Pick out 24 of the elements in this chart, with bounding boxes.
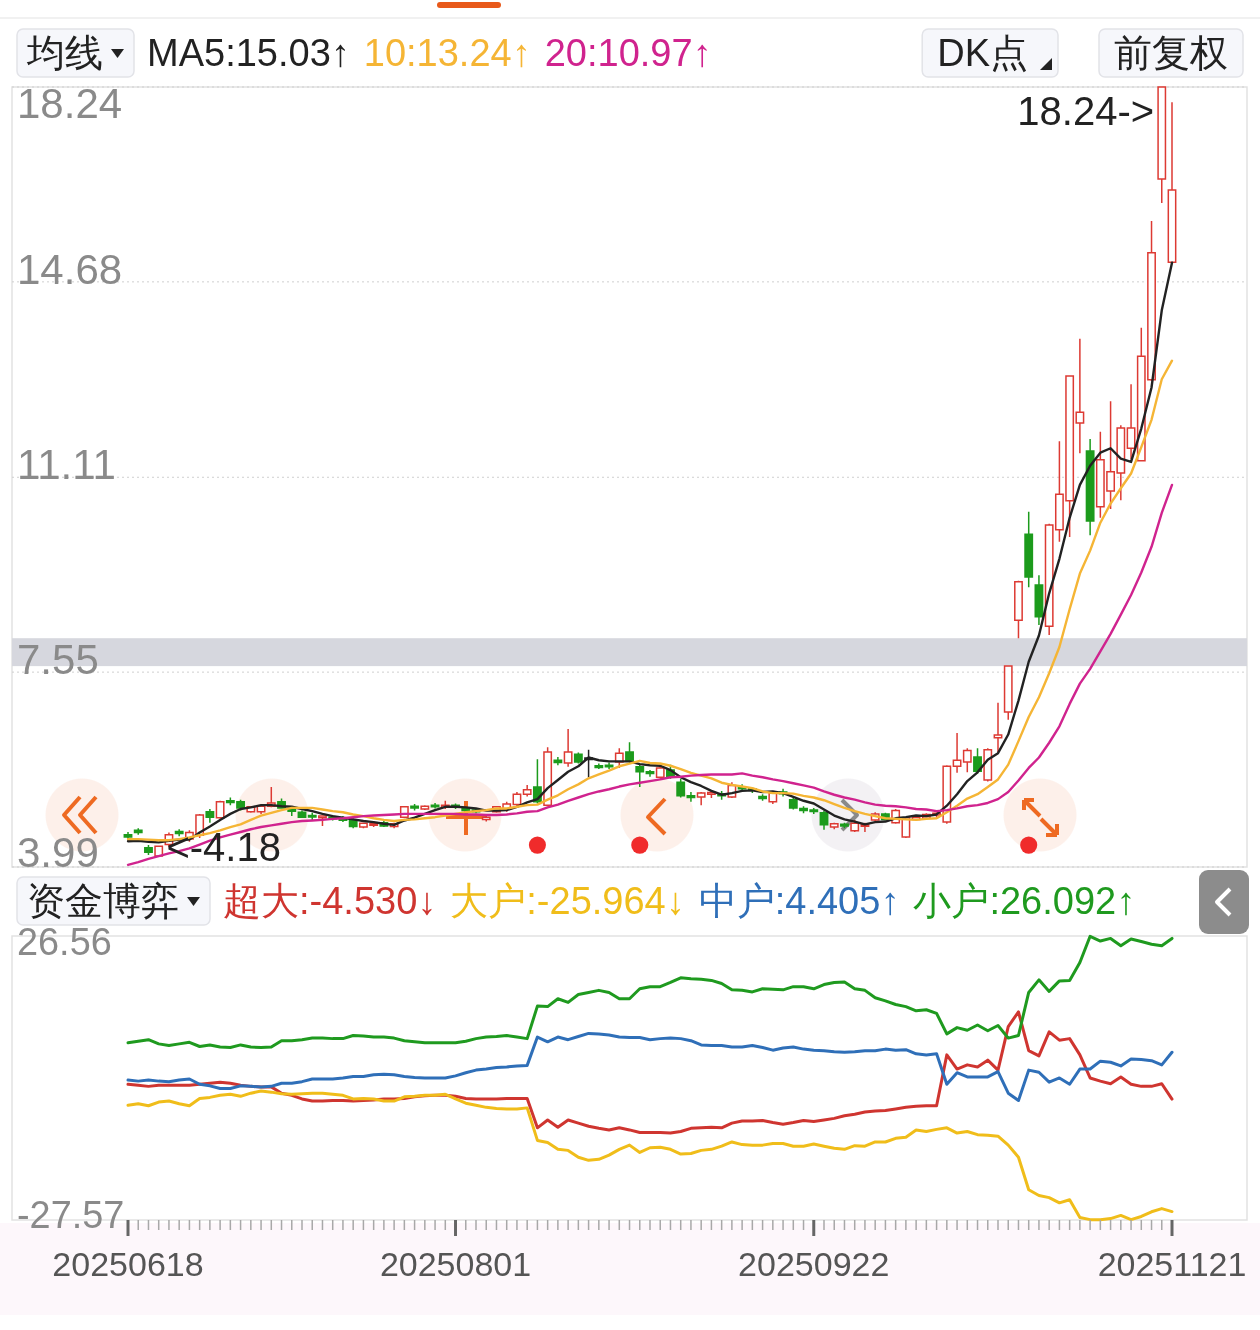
x-tick-label: 20250801 bbox=[379, 1245, 532, 1283]
legend-label: 中户:4.405↑ bbox=[698, 880, 900, 922]
y-tick-label: 7.55 bbox=[17, 636, 99, 684]
y-tick-label: 3.99 bbox=[17, 828, 99, 876]
legend-label: MA5:15.03↑ bbox=[147, 32, 350, 74]
text: 20:10.97↑ bbox=[544, 32, 712, 74]
y-tick-label: 18.24 bbox=[17, 79, 123, 127]
x-tick-label: 20250922 bbox=[738, 1245, 890, 1283]
annotation: 18.24-> bbox=[1017, 89, 1155, 133]
text: 10:13.24↑ bbox=[363, 32, 531, 74]
y-tick-label: 26.56 bbox=[17, 921, 112, 964]
legend-label: 小户:26.092↑ bbox=[913, 880, 1136, 922]
y-tick-label: 11.11 bbox=[17, 441, 116, 489]
text: DK点 bbox=[937, 32, 1029, 74]
x-tick-label: 20250618 bbox=[52, 1245, 204, 1283]
text: 前复权 bbox=[1114, 32, 1228, 74]
legend-label: 大户:-25.964↓ bbox=[450, 880, 685, 922]
y-tick-label: -27.57 bbox=[17, 1193, 125, 1236]
x-tick-label: 20251121 bbox=[1097, 1245, 1247, 1283]
y-tick-label: 14.68 bbox=[17, 245, 123, 293]
legend-label: 超大:-4.530↓ bbox=[223, 880, 437, 922]
legend-title: 均线 bbox=[26, 32, 103, 74]
annotation: <-4.18 bbox=[166, 824, 281, 869]
legend-title: 资金博弈 bbox=[27, 880, 179, 922]
